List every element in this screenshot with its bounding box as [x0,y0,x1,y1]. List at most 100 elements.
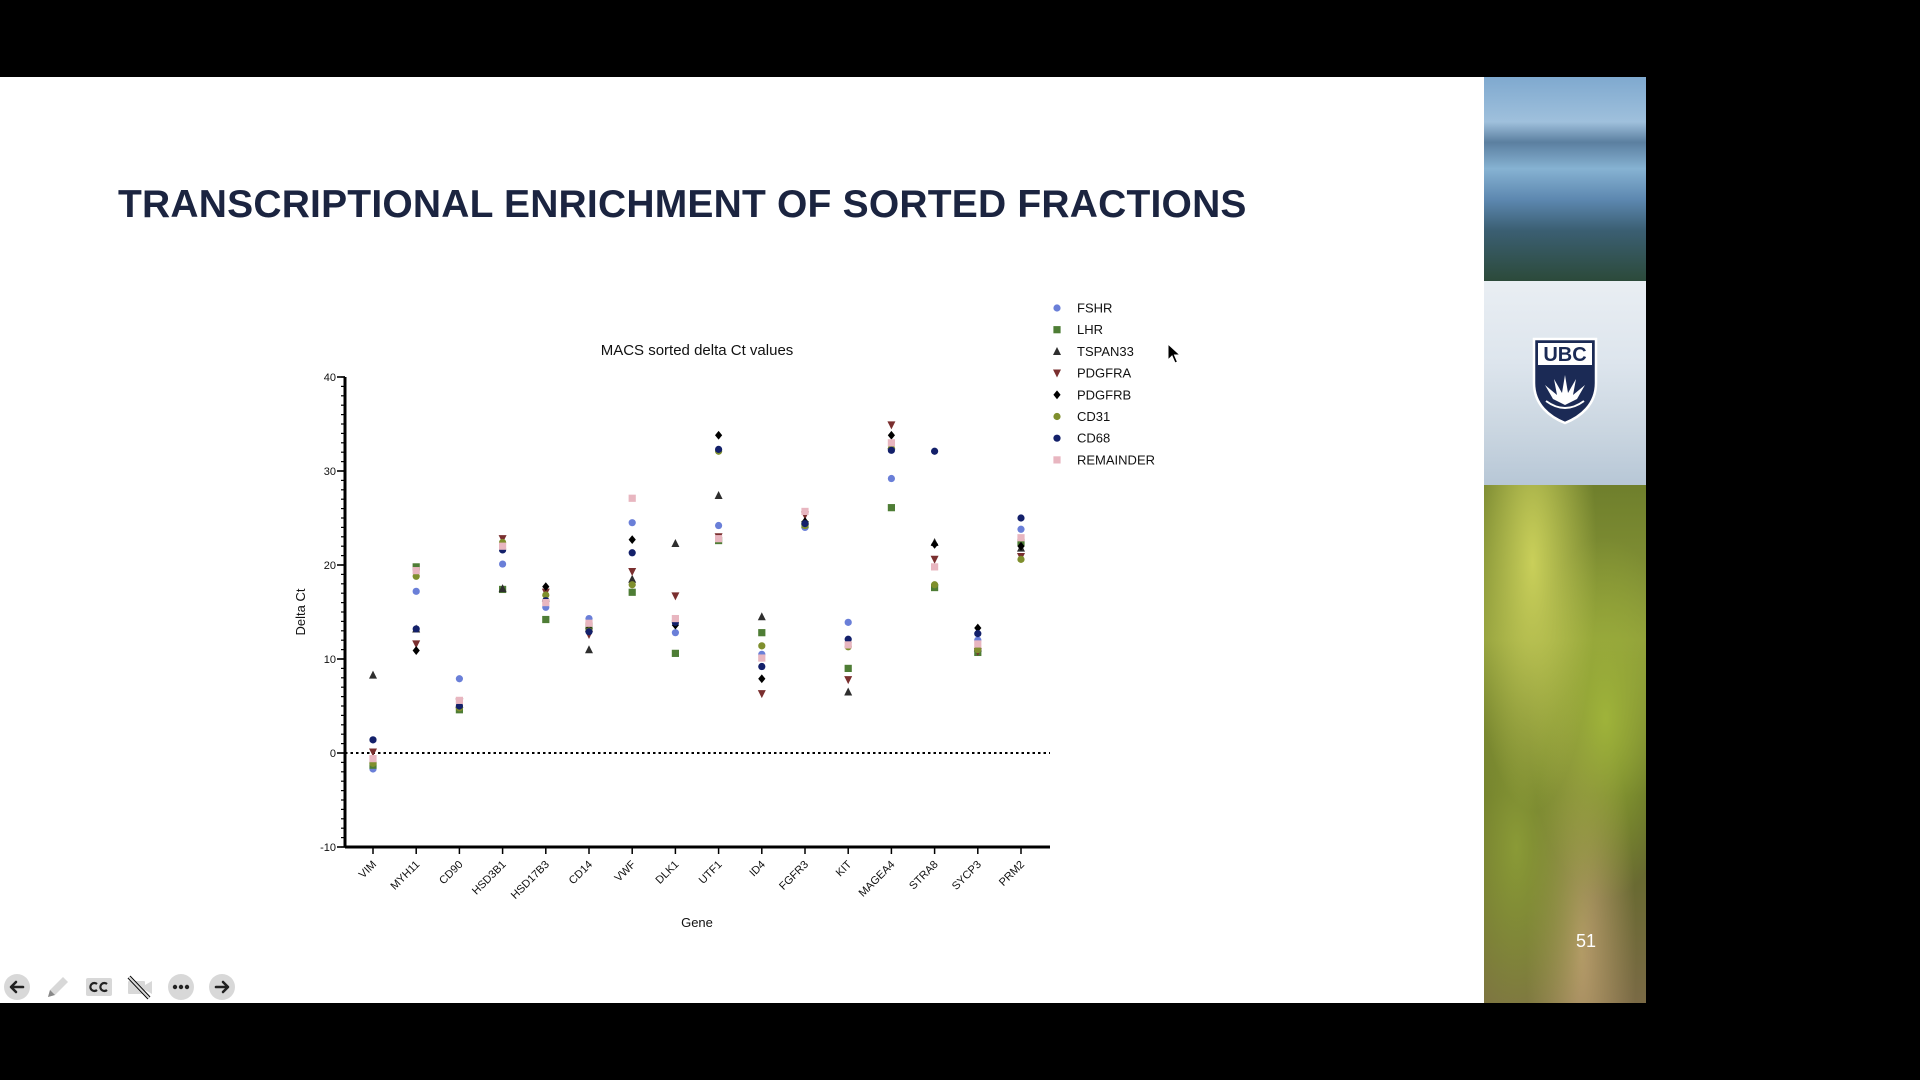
legend-marker [1053,326,1061,334]
pen-tool-button[interactable] [43,972,73,1002]
data-point [931,539,939,549]
data-point [931,581,939,589]
data-point [412,587,420,595]
data-point [542,599,550,607]
data-point [455,675,463,683]
legend-marker [1053,369,1061,378]
legend-label: TSPAN33 [1077,344,1134,359]
x-tick-label: VIM [357,859,379,881]
x-tick-label: CD90 [437,859,465,887]
data-point [628,549,636,557]
x-tick-label: MAGEA4 [857,859,898,900]
data-point [671,538,680,547]
scatter-chart: MACS sorted delta Ct values -10 0 10 20 30 40 D… [293,301,1155,931]
data-point [844,641,852,649]
legend-label: FSHR [1077,301,1112,316]
presentation-toolbar [2,972,237,1002]
data-point [801,520,809,528]
x-tick-label: KIT [834,858,855,879]
more-options-button[interactable] [166,972,196,1002]
data-point [628,567,637,576]
data-point [757,690,766,699]
landscape-photo-top [1484,77,1646,281]
legend-marker [1053,434,1061,442]
data-point [412,563,420,571]
data-point [1017,534,1025,542]
data-point [455,702,463,710]
data-point [930,555,939,564]
legend-label: REMAINDER [1077,452,1155,467]
data-point [887,430,895,440]
x-tick-label: FGFR3 [777,859,811,893]
x-tick-label: VWF [613,858,639,884]
x-tick-label: STRA8 [907,859,941,893]
data-point [887,446,896,454]
captions-button[interactable] [84,972,114,1002]
data-point [1017,525,1025,533]
data-point [715,430,723,440]
camera-off-button[interactable] [125,972,155,1002]
data-point [412,567,420,575]
data-point [974,646,982,654]
legend-marker [1053,456,1061,464]
data-point [715,445,723,453]
x-tick-label: ID4 [747,859,768,880]
x-tick-label: HSD17B3 [509,859,552,902]
data-point [628,494,636,502]
data-point [758,674,766,684]
ellipsis-circle-icon [168,974,194,1000]
x-tick-label: MYH11 [388,859,422,893]
x-tick-label: SYCP3 [950,859,984,893]
data-point [628,574,637,583]
data-point [671,592,680,601]
x-tick-label: HSD3B1 [470,859,509,898]
data-point [715,521,723,530]
data-point [542,591,550,599]
y-tick-label: 30 [324,466,336,478]
y-axis-label: Delta Ct [293,588,308,635]
data-point [369,755,377,763]
legend-label: CD31 [1077,409,1110,424]
data-point [499,542,507,550]
y-tick-label: -10 [320,842,336,854]
arrow-right-circle-icon [209,974,235,1000]
data-point [758,654,766,662]
data-point [628,535,636,545]
data-point [887,504,895,512]
data-point [671,629,680,637]
y-tick-label: 40 [324,372,336,384]
decorative-side-panel: UBC 51 [1484,77,1646,1003]
cc-icon [86,978,112,996]
data-point [714,491,723,500]
mouse-cursor-icon [1167,343,1181,364]
legend-marker [1053,412,1061,421]
next-slide-button[interactable] [207,972,237,1002]
data-point [412,646,420,655]
data-point [412,625,420,633]
y-tick-label: 0 [330,748,336,760]
ubc-logo: UBC [1532,337,1598,425]
data-point [542,615,550,624]
data-point [628,588,636,596]
x-tick-label: CD14 [567,859,595,887]
ubc-logo-text: UBC [1543,344,1586,366]
data-point [1017,541,1025,551]
data-point [455,696,463,704]
x-tick-label: PRM2 [997,859,1027,889]
data-point [498,584,507,593]
data-point [1017,555,1025,563]
data-point [757,612,766,621]
data-point [758,629,766,637]
y-tick-label: 20 [324,560,336,572]
forest-photo-bottom [1484,485,1646,1003]
data-point [974,623,982,633]
data-point [974,630,982,638]
slide-canvas: TRANSCRIPTIONAL ENRICHMENT OF SORTED FRA… [0,77,1484,1003]
data-point [715,535,723,543]
x-tick-label: DLK1 [654,859,682,887]
data-point [844,635,852,643]
previous-slide-button[interactable] [2,972,32,1002]
slide-title: TRANSCRIPTIONAL ENRICHMENT OF SORTED FRA… [118,183,1247,226]
legend-label: PDGFRB [1077,387,1131,402]
chart-title: MACS sorted delta Ct values [601,342,794,359]
